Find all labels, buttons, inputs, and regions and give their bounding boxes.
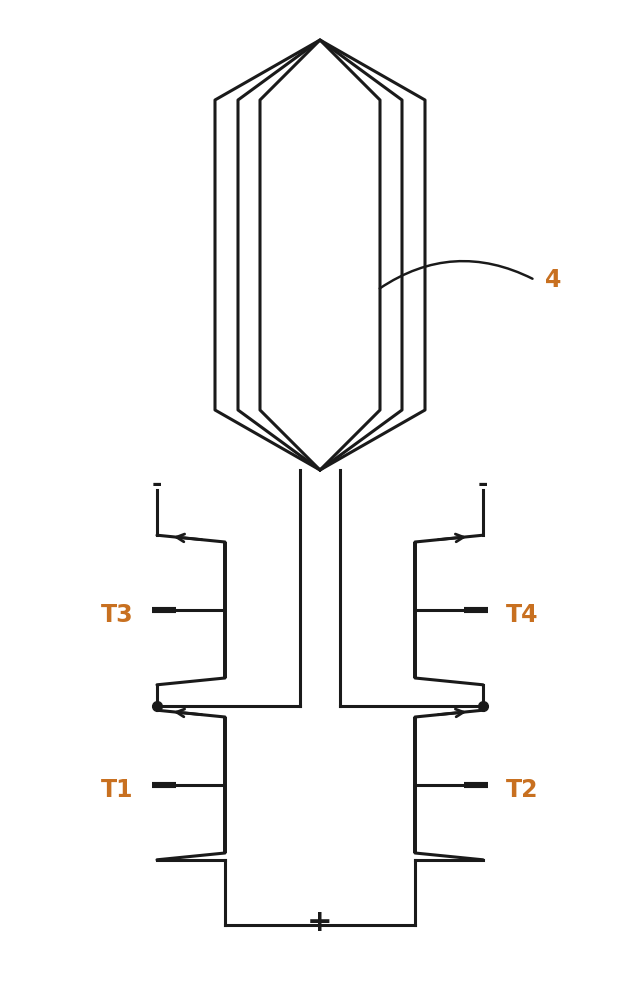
Text: 4: 4 xyxy=(545,268,562,292)
Text: +: + xyxy=(307,908,333,937)
Text: T4: T4 xyxy=(506,603,538,627)
Text: T3: T3 xyxy=(101,603,134,627)
Text: -: - xyxy=(152,472,162,496)
Text: T1: T1 xyxy=(101,778,134,802)
Text: -: - xyxy=(478,472,488,496)
Text: T2: T2 xyxy=(506,778,538,802)
